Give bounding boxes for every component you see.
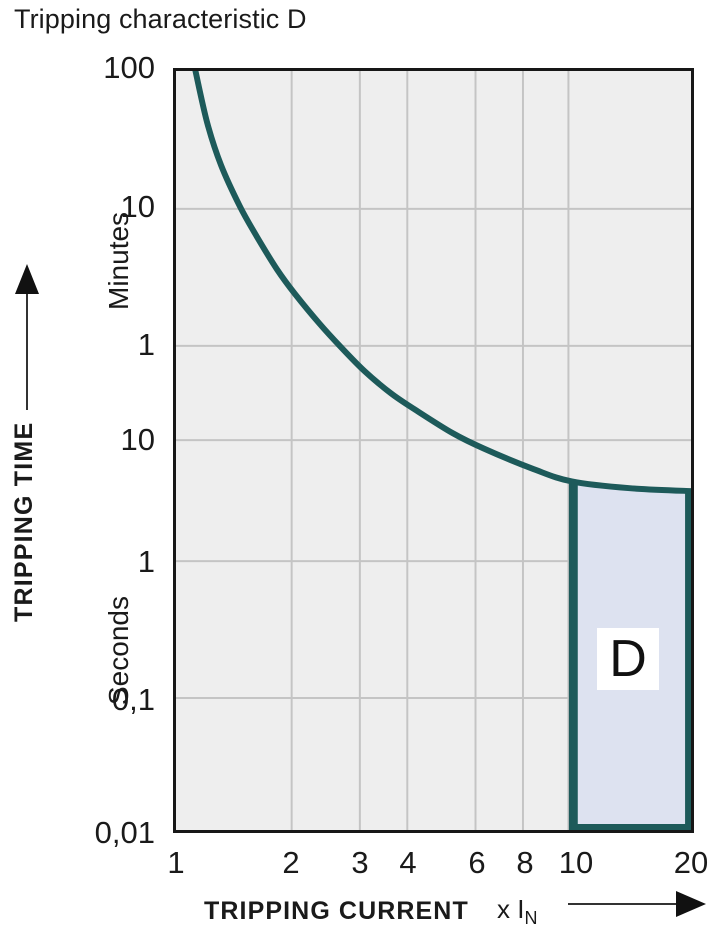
- y-tick-0-1-second: 0,1: [111, 682, 155, 717]
- x-axis-arrow-icon: [568, 891, 706, 917]
- y-tick-1-second: 1: [137, 544, 155, 579]
- tripping-characteristic-curve: [197, 71, 569, 562]
- x-axis-unit: x IN: [497, 894, 537, 929]
- y-tick-1-minute: 1: [137, 327, 155, 362]
- tripping-curve-line: [197, 71, 691, 556]
- tripping-curve: [198, 71, 569, 581]
- x-axis-title: TRIPPING CURRENT: [204, 897, 469, 925]
- y-unit-minutes: Minutes: [103, 211, 134, 310]
- x-axis-unit-prefix: x I: [497, 894, 525, 924]
- tripping-curve-visible: [192, 71, 691, 495]
- y-tick-10-seconds: 10: [120, 422, 155, 457]
- y-axis-title: TRIPPING TIME: [10, 421, 38, 622]
- x-tick-6: 6: [468, 845, 486, 880]
- y-tick-10-minutes: 10: [120, 189, 155, 224]
- plot-canvas: [176, 71, 691, 830]
- x-tick-3: 3: [351, 845, 369, 880]
- x-tick-20: 20: [673, 845, 709, 880]
- x-tick-10: 10: [558, 845, 594, 880]
- y-unit-seconds: Seconds: [103, 596, 134, 705]
- vertical-gridlines: [290, 71, 570, 830]
- y-tick-0-01-second: 0,01: [94, 815, 155, 850]
- page-title: Tripping characteristic D: [14, 4, 307, 34]
- x-tick-4: 4: [399, 845, 417, 880]
- band-label-d: D: [597, 628, 659, 690]
- x-tick-2: 2: [282, 845, 300, 880]
- y-axis-arrow-icon: [15, 264, 39, 410]
- plot-area: [173, 68, 694, 833]
- x-tick-1: 1: [167, 845, 185, 880]
- x-tick-8: 8: [516, 845, 534, 880]
- x-axis-unit-subscript: N: [524, 908, 538, 929]
- y-tick-100-minutes: 100: [103, 50, 155, 85]
